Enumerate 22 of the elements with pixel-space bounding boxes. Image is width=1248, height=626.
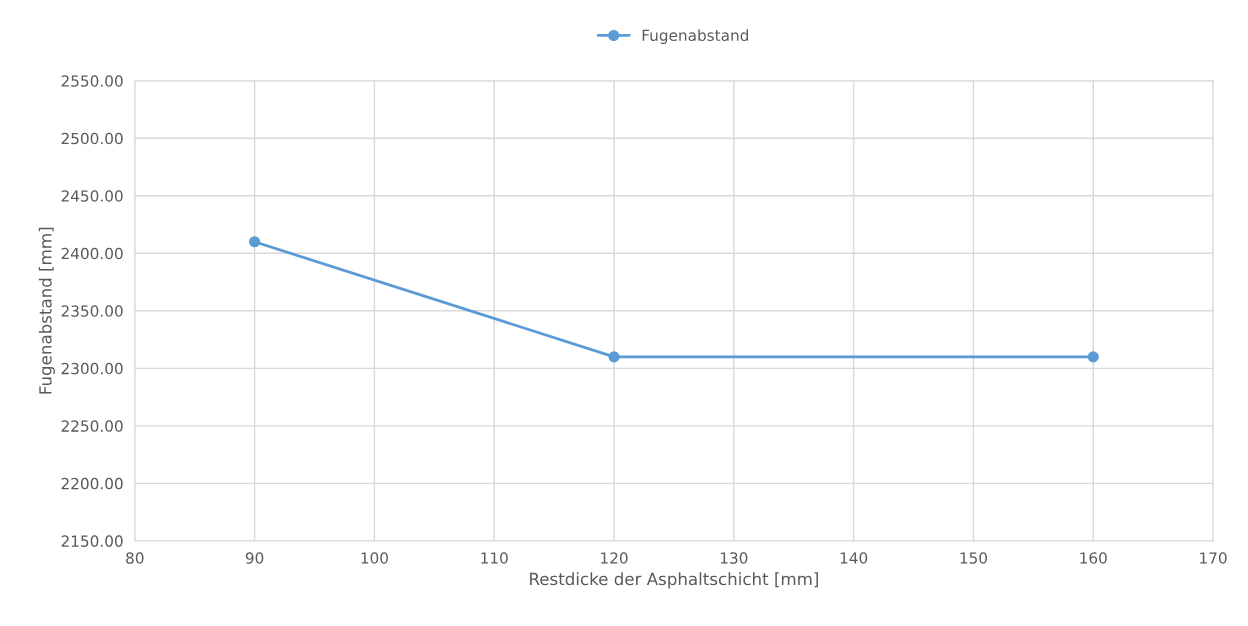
x-tick-label: 170 [1200,552,1227,564]
legend-label: Fugenabstand [642,29,748,44]
x-tick-label: 160 [1080,552,1107,564]
y-tick-label: 2400.00 [61,247,123,260]
x-tick-label: 100 [361,552,388,564]
y-tick-label: 2350.00 [61,305,123,317]
y-tick-label: 2250.00 [61,420,123,432]
x-tick-label: 110 [481,552,508,564]
x-tick-label: 80 [126,552,144,564]
y-tick-label: 2500.00 [61,132,123,145]
y-axis-title: Fugenabstand [mm] [38,227,55,394]
x-axis-title: Restdicke der Asphaltschicht [mm] [530,572,818,589]
y-tick-label: 2150.00 [61,535,123,547]
y-tick-label: 2550.00 [61,75,123,87]
y-tick-label: 2450.00 [61,190,123,202]
x-tick-label: 120 [601,552,628,564]
x-tick-label: 90 [245,552,264,564]
x-tick-label: 130 [720,552,748,564]
x-tick-label: 140 [840,552,868,564]
y-tick-label: 2200.00 [61,477,123,490]
x-tick-label: 150 [960,552,988,564]
y-tick-label: 2300.00 [61,362,123,375]
